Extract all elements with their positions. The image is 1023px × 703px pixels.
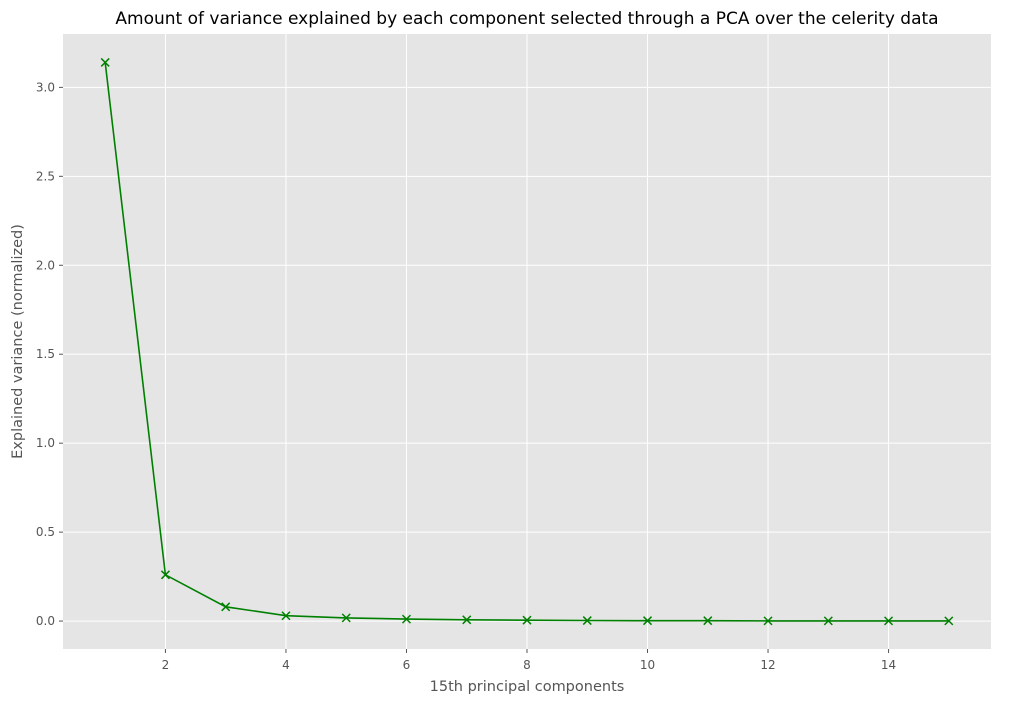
marker-stroke <box>642 616 653 626</box>
marker-stroke <box>884 616 894 626</box>
marker-stroke <box>341 613 351 623</box>
x-tick-label: 12 <box>760 658 775 672</box>
data-point <box>281 611 291 621</box>
data-point <box>884 616 894 626</box>
marker-stroke <box>944 616 954 626</box>
y-axis-ticks: 0.0 0.5 1.0 1.5 2.0 2.5 3.0 <box>36 80 63 628</box>
marker-stroke <box>462 615 472 625</box>
marker-stroke <box>522 615 532 625</box>
marker-stroke <box>100 57 110 67</box>
data-point <box>823 616 833 626</box>
marker-stroke <box>823 616 833 626</box>
marker-stroke <box>582 616 592 626</box>
chart-title: Amount of variance explained by each com… <box>115 9 938 29</box>
y-tick-label: 2.5 <box>36 169 55 183</box>
marker-stroke <box>281 611 291 621</box>
marker-stroke <box>160 570 170 580</box>
x-tick-label: 4 <box>282 658 290 672</box>
data-point <box>944 616 954 626</box>
data-point <box>100 57 110 67</box>
series-layer <box>100 57 954 626</box>
marker-stroke <box>703 616 713 626</box>
y-tick-label: 3.0 <box>36 80 55 94</box>
data-point <box>462 615 472 625</box>
y-tick-label: 0.5 <box>36 525 55 539</box>
data-point <box>221 602 231 612</box>
x-tick-label: 14 <box>881 658 896 672</box>
data-point <box>703 616 713 626</box>
x-tick-label: 2 <box>162 658 170 672</box>
data-point <box>401 614 412 624</box>
y-tick-label: 1.5 <box>36 347 55 361</box>
x-axis-label: 15th principal components <box>430 679 625 695</box>
y-tick-label: 0.0 <box>36 614 55 628</box>
data-point <box>341 613 351 623</box>
data-point <box>160 570 170 580</box>
x-tick-label: 6 <box>403 658 411 672</box>
x-tick-label: 8 <box>523 658 531 672</box>
y-axis-label: Explained variance (normalized) <box>10 224 26 459</box>
marker-stroke <box>221 602 231 612</box>
data-point <box>522 615 532 625</box>
data-point <box>763 616 773 626</box>
x-axis-ticks: 2 4 6 8 10 12 14 <box>162 649 896 672</box>
x-tick-label: 10 <box>640 658 655 672</box>
grid <box>63 34 991 649</box>
marker-stroke <box>763 616 773 626</box>
data-point <box>642 616 653 626</box>
y-tick-label: 1.0 <box>36 436 55 450</box>
marker-stroke <box>401 614 412 624</box>
y-tick-label: 2.0 <box>36 258 55 272</box>
data-point <box>582 616 592 626</box>
